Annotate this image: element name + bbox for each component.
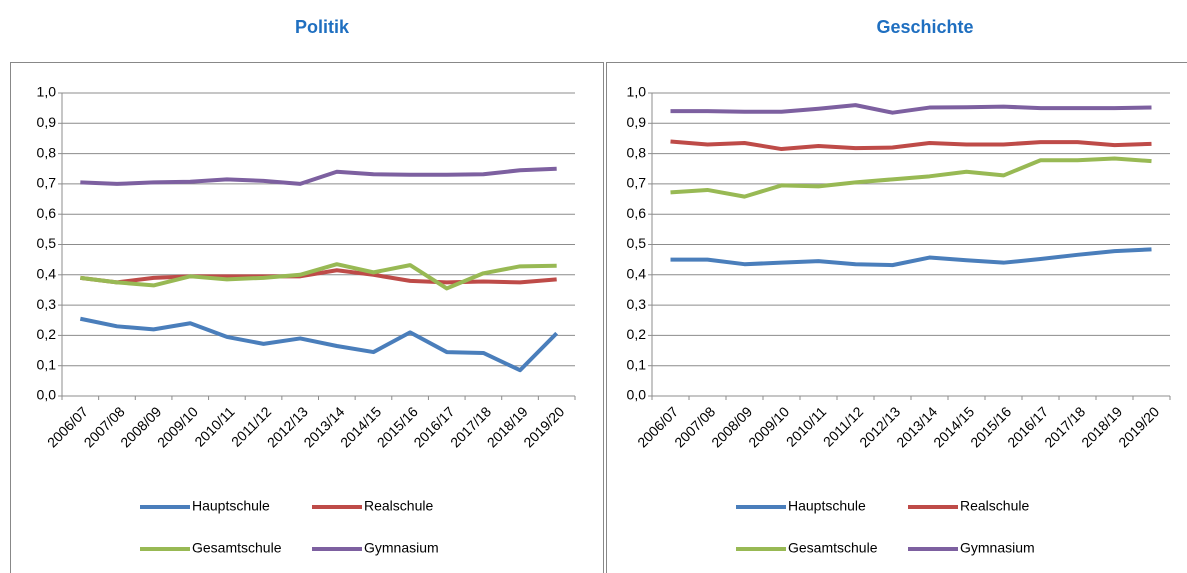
legend-label: Gesamtschule	[192, 540, 282, 556]
x-tick-label: 2009/10	[154, 403, 201, 450]
y-tick-label: 0,3	[37, 296, 57, 312]
legend-label: Gymnasium	[960, 540, 1035, 556]
y-tick-label: 0,4	[627, 266, 647, 282]
y-tick-label: 0,0	[627, 387, 647, 403]
series-line	[80, 166, 557, 186]
series-line	[670, 139, 1152, 152]
y-tick-label: 0,8	[627, 144, 647, 160]
y-tick-label: 0,3	[627, 296, 647, 312]
y-tick-label: 0,6	[37, 205, 57, 221]
x-tick-label: 2010/11	[191, 403, 238, 450]
x-tick-label: 2019/20	[1115, 403, 1162, 450]
y-tick-label: 0,7	[37, 175, 57, 191]
y-tick-label: 1,0	[37, 84, 57, 100]
series-line	[80, 268, 557, 285]
y-tick-label: 0,2	[37, 326, 57, 342]
legend-label: Hauptschule	[192, 498, 270, 514]
x-tick-label: 2019/20	[520, 403, 567, 450]
legend-label: Realschule	[960, 498, 1029, 514]
y-tick-label: 0,6	[627, 205, 647, 221]
y-tick-label: 1,0	[627, 84, 647, 100]
legend-label: Hauptschule	[788, 498, 866, 514]
chart-frame	[10, 62, 604, 573]
legend-label: Gymnasium	[364, 540, 439, 556]
y-tick-label: 0,2	[627, 326, 647, 342]
y-tick-label: 0,4	[37, 266, 57, 282]
y-tick-label: 0,9	[37, 114, 57, 130]
y-tick-label: 0,7	[627, 175, 647, 191]
series-line	[670, 103, 1152, 115]
chart-title: Geschichte	[876, 17, 973, 37]
y-tick-label: 0,5	[37, 235, 57, 251]
x-tick-label: 2010/11	[783, 403, 830, 450]
legend-label: Gesamtschule	[788, 540, 878, 556]
x-tick-label: 2009/10	[745, 403, 792, 450]
series-line	[80, 262, 557, 291]
series-line	[670, 156, 1152, 199]
chart-frame	[606, 62, 1187, 573]
series-line	[670, 247, 1152, 268]
y-tick-label: 0,1	[37, 356, 57, 372]
y-tick-label: 0,1	[627, 356, 647, 372]
legend-label: Realschule	[364, 498, 433, 514]
series-line	[79, 316, 559, 373]
y-tick-label: 0,5	[627, 235, 647, 251]
y-tick-label: 0,0	[37, 387, 57, 403]
y-tick-label: 0,9	[627, 114, 647, 130]
y-tick-label: 0,8	[37, 144, 57, 160]
chart-title: Politik	[295, 17, 350, 37]
